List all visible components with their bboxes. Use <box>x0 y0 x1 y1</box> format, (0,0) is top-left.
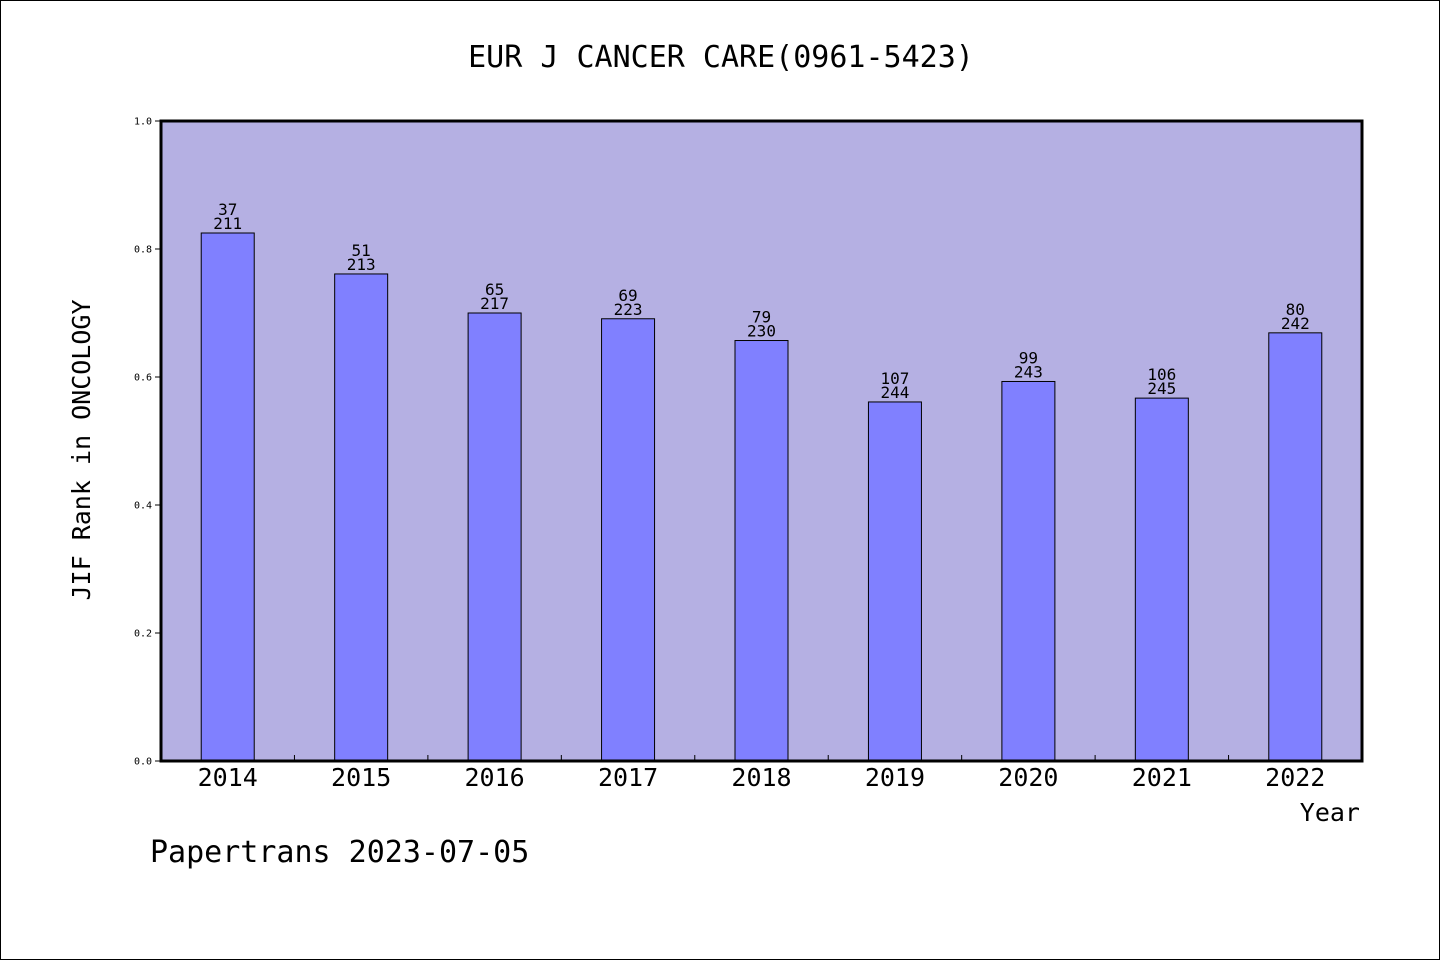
bar-total-label: 244 <box>880 383 909 402</box>
bar-total-label: 245 <box>1147 379 1176 398</box>
bar-total-label: 230 <box>747 322 776 341</box>
bar-total-label: 213 <box>347 255 376 274</box>
bar-2018 <box>734 340 789 762</box>
x-tick-label: 2015 <box>331 763 391 792</box>
bar-total-label: 242 <box>1281 314 1310 333</box>
footer-credit: Papertrans 2023-07-05 <box>150 835 530 870</box>
bar-2015 <box>334 273 389 762</box>
y-axis-label: JIF Rank in ONCOLOGY <box>67 299 96 600</box>
bar-total-label: 211 <box>213 214 242 233</box>
bar-rank-label: 69 <box>618 286 637 305</box>
bar-2020 <box>1001 380 1056 762</box>
bar-total-label: 223 <box>614 300 643 319</box>
x-axis-ticks: 2014 2015 2016 2017 2018 2019 2020 2021 2022 <box>198 755 1325 792</box>
x-tick-label: 2019 <box>865 763 925 792</box>
y-axis-ticks: 0.0 0.2 0.4 0.6 0.8 1.0 <box>134 117 161 768</box>
y-tick-label: 1.0 <box>134 117 152 128</box>
x-tick-label: 2018 <box>731 763 791 792</box>
bar-2014 <box>200 232 255 762</box>
bar-rank-label: 65 <box>485 280 504 299</box>
bar-rank-label: 80 <box>1286 300 1305 319</box>
x-tick-label: 2014 <box>198 763 258 792</box>
x-tick-label: 2022 <box>1265 763 1325 792</box>
bar-total-label: 243 <box>1014 362 1043 381</box>
bar-total-label: 217 <box>480 294 509 313</box>
y-tick-label: 0.4 <box>134 501 152 512</box>
plot-border <box>159 119 1364 763</box>
bar-rank-label: 79 <box>752 308 771 327</box>
bar-rank-label: 107 <box>880 369 909 388</box>
bar-2019 <box>867 401 922 762</box>
y-tick-label: 0.2 <box>134 629 152 640</box>
bar-rank-label: 99 <box>1019 348 1038 367</box>
x-tick-label: 2021 <box>1132 763 1192 792</box>
chart-title: EUR J CANCER CARE(0961-5423) <box>468 40 974 75</box>
bar-rank-label: 37 <box>218 200 237 219</box>
x-axis-label: Year <box>1300 798 1360 827</box>
y-tick-label: 0.0 <box>134 757 152 768</box>
x-tick-label: 2016 <box>465 763 525 792</box>
bar-rank-label: 51 <box>352 241 371 260</box>
x-tick-label: 2020 <box>998 763 1058 792</box>
bar-2022 <box>1268 332 1323 762</box>
y-tick-label: 0.6 <box>134 373 152 384</box>
bars-group <box>200 232 1323 762</box>
bar-2016 <box>467 312 522 762</box>
bar-2021 <box>1134 397 1189 762</box>
bar-2017 <box>601 318 656 762</box>
y-tick-label: 0.8 <box>134 245 152 256</box>
bar-rank-label: 106 <box>1147 365 1176 384</box>
x-tick-label: 2017 <box>598 763 658 792</box>
